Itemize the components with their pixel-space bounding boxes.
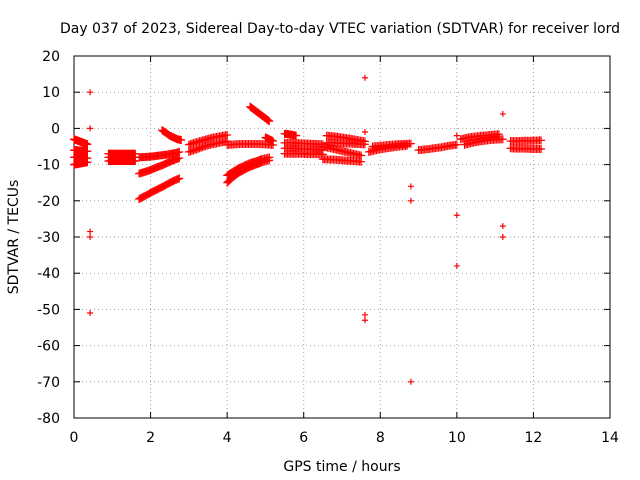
grid — [74, 56, 610, 418]
series-arc-17 — [246, 102, 274, 126]
y-tick-label: -70 — [37, 375, 60, 391]
data-point — [175, 154, 184, 163]
x-axis-label: GPS time / hours — [283, 459, 400, 475]
data-marks — [70, 74, 546, 385]
x-tick-label: 2 — [146, 430, 155, 446]
x-tick-label: 6 — [299, 430, 308, 446]
data-point — [453, 212, 460, 219]
series-arc-14 — [223, 139, 278, 150]
series-outliers — [87, 74, 506, 385]
series-arc-23 — [318, 142, 366, 160]
series-arc-03 — [70, 153, 92, 163]
data-point — [498, 135, 507, 144]
data-point — [357, 157, 366, 166]
series-arc-31 — [460, 135, 507, 149]
y-tick-label: 10 — [42, 85, 60, 101]
series-arc-11 — [158, 126, 186, 144]
series-arc-19 — [280, 129, 301, 140]
data-point — [494, 130, 503, 139]
series-arc-29 — [414, 140, 461, 155]
data-point — [87, 125, 94, 132]
x-tick-label: 12 — [525, 430, 543, 446]
data-point — [407, 378, 414, 385]
data-point — [537, 145, 546, 154]
data-point — [361, 129, 368, 136]
series-arc-32 — [506, 136, 546, 146]
chart-title: Day 037 of 2023, Sidereal Day-to-day VTE… — [60, 21, 620, 37]
axis-ticks: 0 2 4 6 8 10 12 14 20 10 0 -10 -20 -30 -40 -50 -60 -70 -80 — [37, 49, 619, 446]
data-point — [499, 223, 506, 230]
data-point — [292, 131, 301, 140]
x-tick-label: 10 — [448, 430, 466, 446]
x-tick-label: 14 — [601, 430, 619, 446]
data-point — [361, 311, 368, 318]
data-point — [361, 317, 368, 324]
y-tick-label: -80 — [37, 411, 60, 427]
series-arc-04 — [70, 158, 92, 169]
x-tick-label: 8 — [376, 430, 385, 446]
data-point — [87, 310, 94, 317]
data-point — [361, 74, 368, 81]
data-point — [131, 156, 140, 165]
series-arc-33 — [506, 144, 546, 154]
series-arc-26 — [322, 138, 369, 149]
x-tick-label: 4 — [223, 430, 232, 446]
y-tick-label: -10 — [37, 158, 60, 174]
data-point — [83, 140, 92, 149]
series-arc-09 — [135, 154, 184, 178]
data-point — [87, 228, 94, 235]
y-tick-label: -20 — [37, 194, 60, 210]
data-point — [177, 135, 186, 144]
data-point — [407, 197, 414, 204]
data-point — [407, 183, 414, 190]
series-arc-21 — [280, 144, 327, 154]
data-point — [360, 140, 369, 149]
series-arc-24 — [318, 155, 366, 166]
y-tick-label: -60 — [37, 339, 60, 355]
data-point — [87, 89, 94, 96]
series-arc-10 — [135, 174, 184, 203]
series-arc-01 — [70, 135, 92, 149]
y-tick-label: 0 — [51, 121, 60, 137]
series-arc-30 — [456, 130, 503, 144]
y-tick-label: -40 — [37, 266, 60, 282]
data-point — [499, 234, 506, 240]
data-point — [453, 132, 460, 139]
x-tick-label: 0 — [70, 430, 79, 446]
data-point — [269, 137, 278, 146]
data-point — [265, 153, 274, 162]
y-tick-label: -50 — [37, 302, 60, 318]
data-point — [175, 174, 184, 183]
series-arc-28 — [368, 139, 415, 151]
data-point — [537, 136, 546, 145]
y-tick-label: 20 — [42, 49, 60, 65]
data-point — [406, 139, 415, 148]
data-point — [499, 110, 506, 117]
data-point — [453, 262, 460, 269]
y-tick-label: -30 — [37, 230, 60, 246]
data-point — [83, 147, 92, 156]
series-arc-22 — [280, 149, 327, 159]
data-point — [452, 140, 461, 149]
series-arc-18 — [261, 133, 278, 146]
series-arc-13 — [184, 130, 232, 149]
series-arc-02 — [70, 146, 92, 156]
data-point — [87, 234, 94, 240]
y-axis-label: SDTVAR / TECUs — [6, 180, 22, 295]
series-arc-07 — [104, 156, 140, 165]
series-arc-16 — [223, 153, 274, 180]
data-point — [265, 117, 274, 126]
series-arc-12 — [184, 137, 232, 156]
data-point — [83, 158, 92, 167]
data-point — [223, 130, 232, 139]
